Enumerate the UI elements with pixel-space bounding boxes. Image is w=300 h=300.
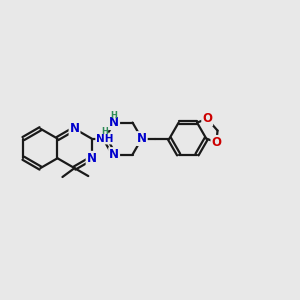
Text: N: N bbox=[87, 152, 97, 165]
Text: H: H bbox=[111, 111, 118, 120]
Text: N: N bbox=[109, 148, 119, 161]
Text: N: N bbox=[137, 132, 147, 145]
Text: O: O bbox=[202, 112, 212, 125]
Text: N: N bbox=[70, 122, 80, 135]
Text: N: N bbox=[109, 116, 119, 129]
Text: NH: NH bbox=[96, 134, 114, 144]
Text: O: O bbox=[212, 136, 221, 149]
Text: H: H bbox=[101, 127, 108, 136]
